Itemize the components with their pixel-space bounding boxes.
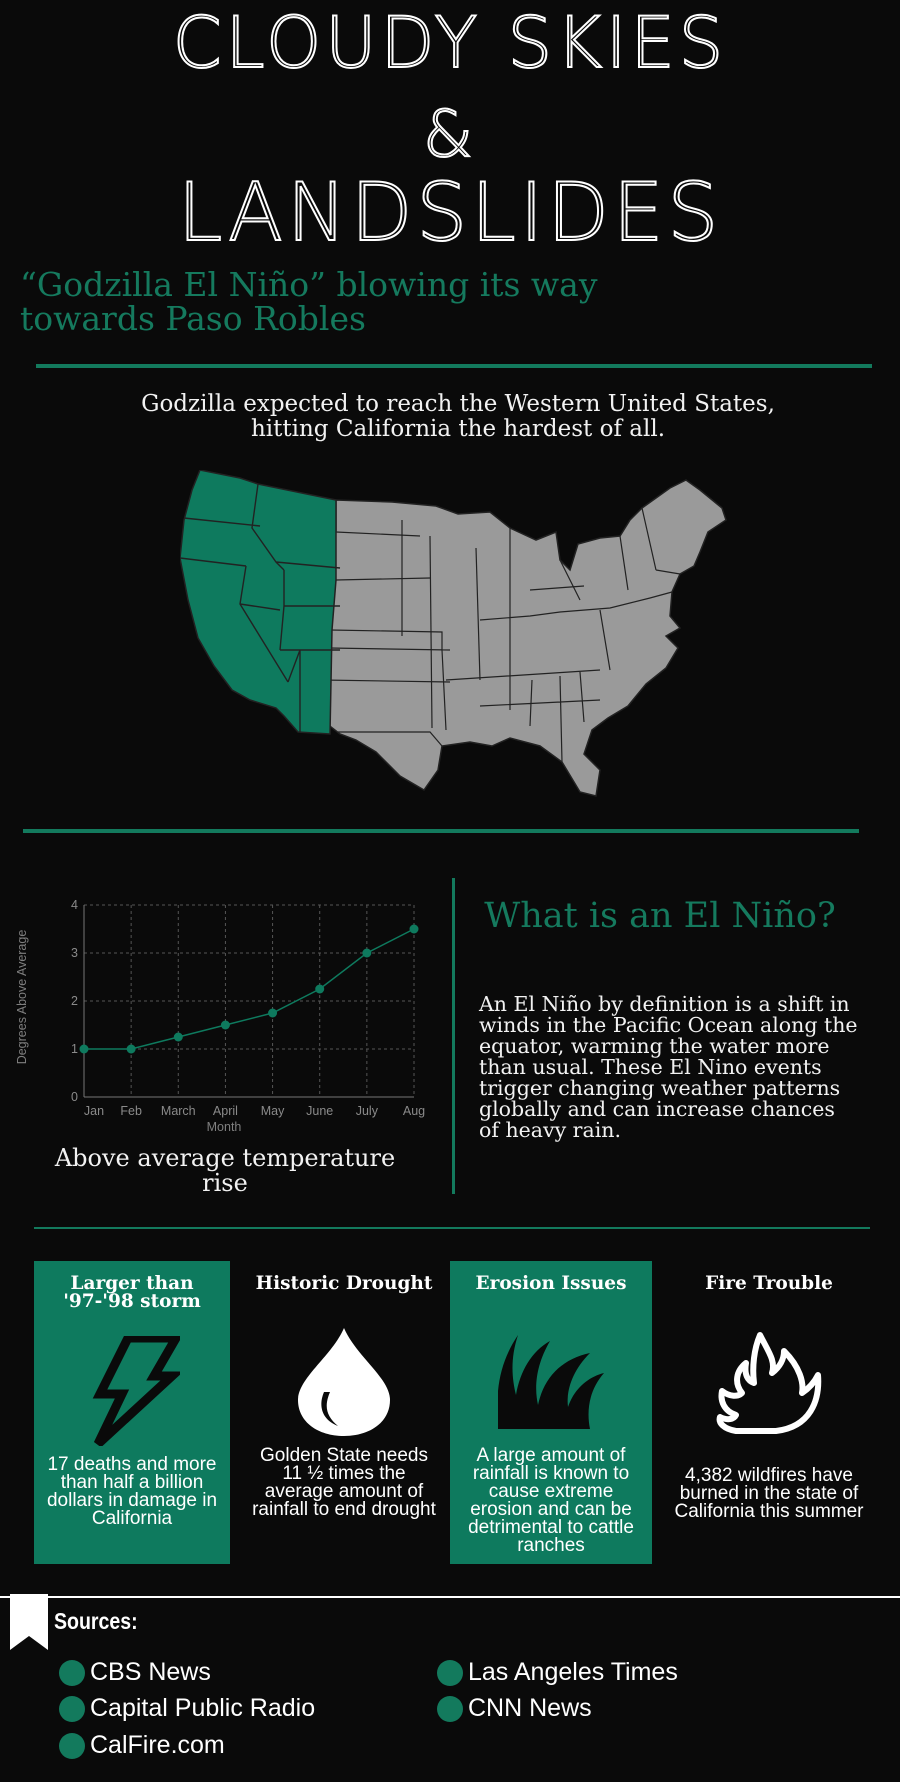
x-tick-label: July [356,1104,379,1118]
y-tick-label: 0 [71,1090,78,1104]
water-drop-icon [298,1328,390,1436]
western-states-shape [180,470,337,735]
source-item: CBS News [59,1658,211,1687]
us-map [180,470,727,797]
el-nino-title: What is an El Niño? [484,896,836,936]
divider [36,364,872,368]
card-text: 4,382 wildfires have burned in the state… [674,1465,864,1522]
source-label: Las Angeles Times [468,1658,678,1686]
chart-grid [83,904,415,1098]
source-label: Capital Public Radio [90,1694,316,1722]
card-title: Erosion Issues [475,1273,627,1294]
card-erosion: Erosion Issues A large amount of rainfal… [450,1261,652,1564]
title-ampersand: & [422,97,477,173]
title-line-3: LANDSLIDES [177,165,723,260]
chart-caption: Above average temperature rise [54,1144,396,1197]
x-tick-label: Jan [84,1104,104,1118]
source-item: CNN News [437,1694,592,1723]
grass-icon [498,1335,604,1429]
y-axis-label: Degrees Above Average [15,930,29,1065]
data-point [220,1020,230,1030]
y-tick-label: 4 [71,898,78,912]
temperature-line-chart: 0 1 2 3 4 Jan Feb March April May June July Aug Degr… [15,898,425,1134]
y-tick-label: 3 [71,946,78,960]
bullet-icon [437,1659,463,1686]
bullet-icon [437,1695,463,1722]
sources-title: Sources: [54,1608,138,1634]
bookmark-icon [10,1594,48,1650]
data-point [126,1044,136,1054]
card-title: Larger than '97-'98 storm [63,1273,201,1312]
subtitle: “Godzilla El Niño” blowing its way towar… [20,265,598,338]
source-item: CalFire.com [59,1731,225,1760]
x-tick-label: Feb [120,1104,142,1118]
lightning-bolt-icon [92,1336,180,1446]
card-title: Fire Trouble [705,1273,833,1294]
card-drought: Historic Drought Golden State needs 11 ½… [246,1261,442,1564]
card-text: 17 deaths and more than half a billion d… [46,1454,218,1529]
data-point [173,1032,183,1042]
chart-axes: 0 1 2 3 4 Jan Feb March April May June July Aug [71,898,425,1118]
y-tick-label: 1 [71,1042,78,1056]
bullet-icon [59,1695,85,1722]
source-item: Capital Public Radio [59,1694,315,1723]
intro-text: Godzilla expected to reach the Western U… [141,391,775,442]
x-tick-label: April [213,1104,238,1118]
divider [23,829,859,833]
bullet-icon [59,1732,85,1759]
x-tick-label: March [161,1104,196,1118]
source-label: CalFire.com [90,1731,225,1759]
state-borders [321,507,681,763]
vertical-divider [452,878,455,1194]
card-text: A large amount of rainfall is known to c… [468,1445,634,1556]
series-line [84,928,415,1050]
source-label: CBS News [90,1658,211,1686]
x-tick-label: Aug [403,1104,425,1118]
card-fire: Fire Trouble 4,382 wildfires have burned… [668,1261,870,1564]
title-line-1: CLOUDY SKIES [172,1,728,85]
data-point [362,948,372,958]
source-label: CNN News [468,1694,592,1722]
card-title: Historic Drought [255,1273,433,1294]
western-state-borders [180,483,341,732]
card-text: Golden State needs 11 ½ times the averag… [252,1445,436,1520]
x-axis-label: Month [207,1120,242,1134]
source-item: Las Angeles Times [437,1658,678,1687]
sources-divider [0,1596,900,1598]
flame-icon [716,1332,822,1434]
data-point [409,924,419,934]
x-tick-label: May [261,1104,285,1118]
bullet-icon [59,1659,85,1686]
x-tick-label: June [306,1104,333,1118]
el-nino-body: An El Niño by definition is a shift in w… [479,992,858,1142]
chart-series [79,924,419,1054]
data-point [268,1008,278,1018]
divider [34,1227,870,1229]
eastern-states-shape [321,479,727,797]
data-point [315,984,325,994]
y-tick-label: 2 [71,994,78,1008]
card-storm: Larger than '97-'98 storm 17 deaths and … [34,1261,230,1564]
data-point [79,1044,89,1054]
